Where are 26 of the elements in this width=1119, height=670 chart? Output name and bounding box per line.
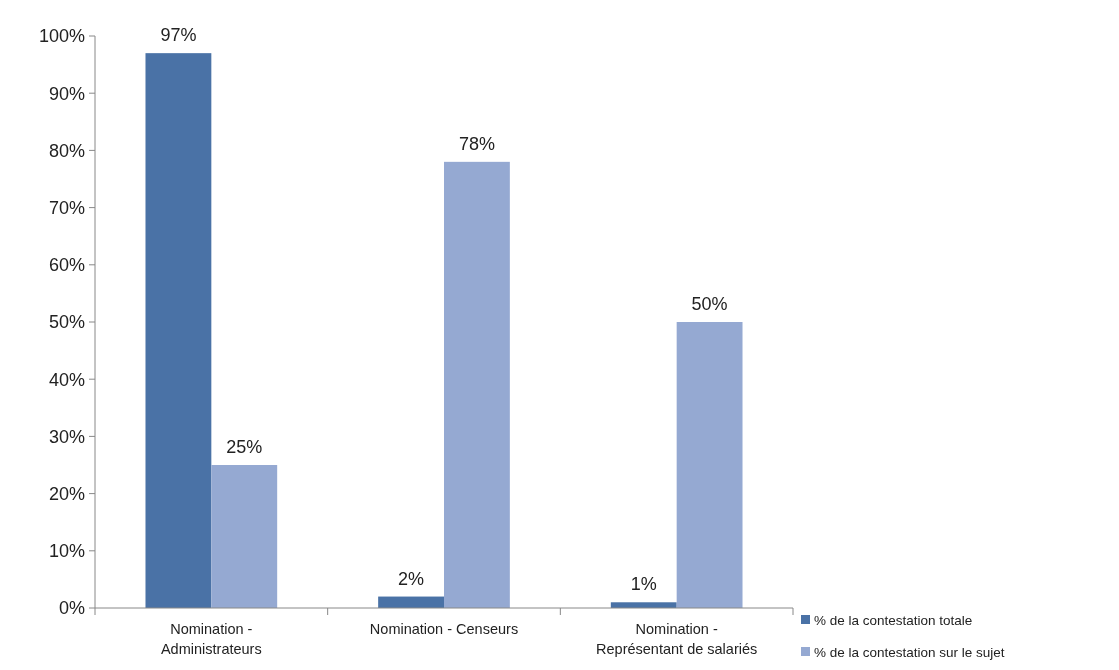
bar bbox=[676, 322, 743, 608]
data-label: 78% bbox=[458, 133, 495, 154]
data-label: 2% bbox=[398, 568, 425, 589]
bar bbox=[444, 161, 510, 608]
bar bbox=[211, 465, 278, 608]
data-label: 97% bbox=[160, 25, 197, 46]
y-tick-label: 10% bbox=[48, 541, 85, 562]
y-tick-label: 60% bbox=[48, 255, 85, 276]
legend-label: % de la contestation totale bbox=[814, 612, 973, 628]
x-tick-label: Nomination - Censeurs bbox=[369, 621, 519, 637]
x-tick-label: Nomination - Représentant de salariés bbox=[596, 621, 758, 657]
data-label: 50% bbox=[691, 294, 728, 314]
data-label: 1% bbox=[630, 574, 657, 595]
y-tick-label: 70% bbox=[48, 197, 85, 218]
y-tick-label: 100% bbox=[38, 26, 85, 47]
legend-label: % de la contestation sur le sujet bbox=[814, 644, 1005, 660]
y-tick-label: 30% bbox=[48, 426, 85, 447]
y-tick-label: 40% bbox=[48, 369, 85, 390]
y-tick-label: 0% bbox=[58, 598, 85, 619]
y-tick-label: 80% bbox=[48, 140, 85, 161]
x-tick-label: Nomination - Administrateurs bbox=[160, 621, 262, 657]
y-tick-label: 20% bbox=[48, 483, 85, 504]
bar bbox=[145, 53, 212, 608]
y-tick-label: 90% bbox=[48, 83, 85, 104]
data-label: 25% bbox=[226, 437, 263, 457]
y-tick-label: 50% bbox=[48, 312, 85, 333]
